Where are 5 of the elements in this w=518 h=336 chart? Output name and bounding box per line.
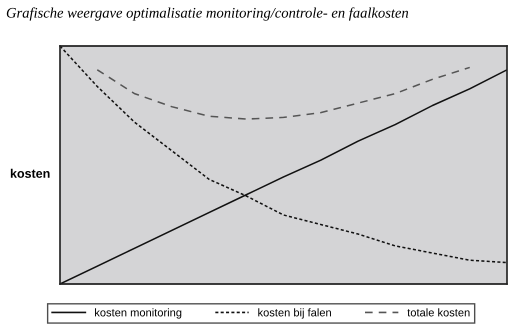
legend-label: kosten bij falen [258, 308, 331, 319]
legend-label: totale kosten [407, 308, 470, 316]
chart-title: Grafische weergave optimalisatie monitoring/controle- en faalkosten [6, 7, 408, 21]
legend-label: kosten monitoring [95, 308, 182, 319]
y-axis-title: kosten [10, 168, 50, 178]
